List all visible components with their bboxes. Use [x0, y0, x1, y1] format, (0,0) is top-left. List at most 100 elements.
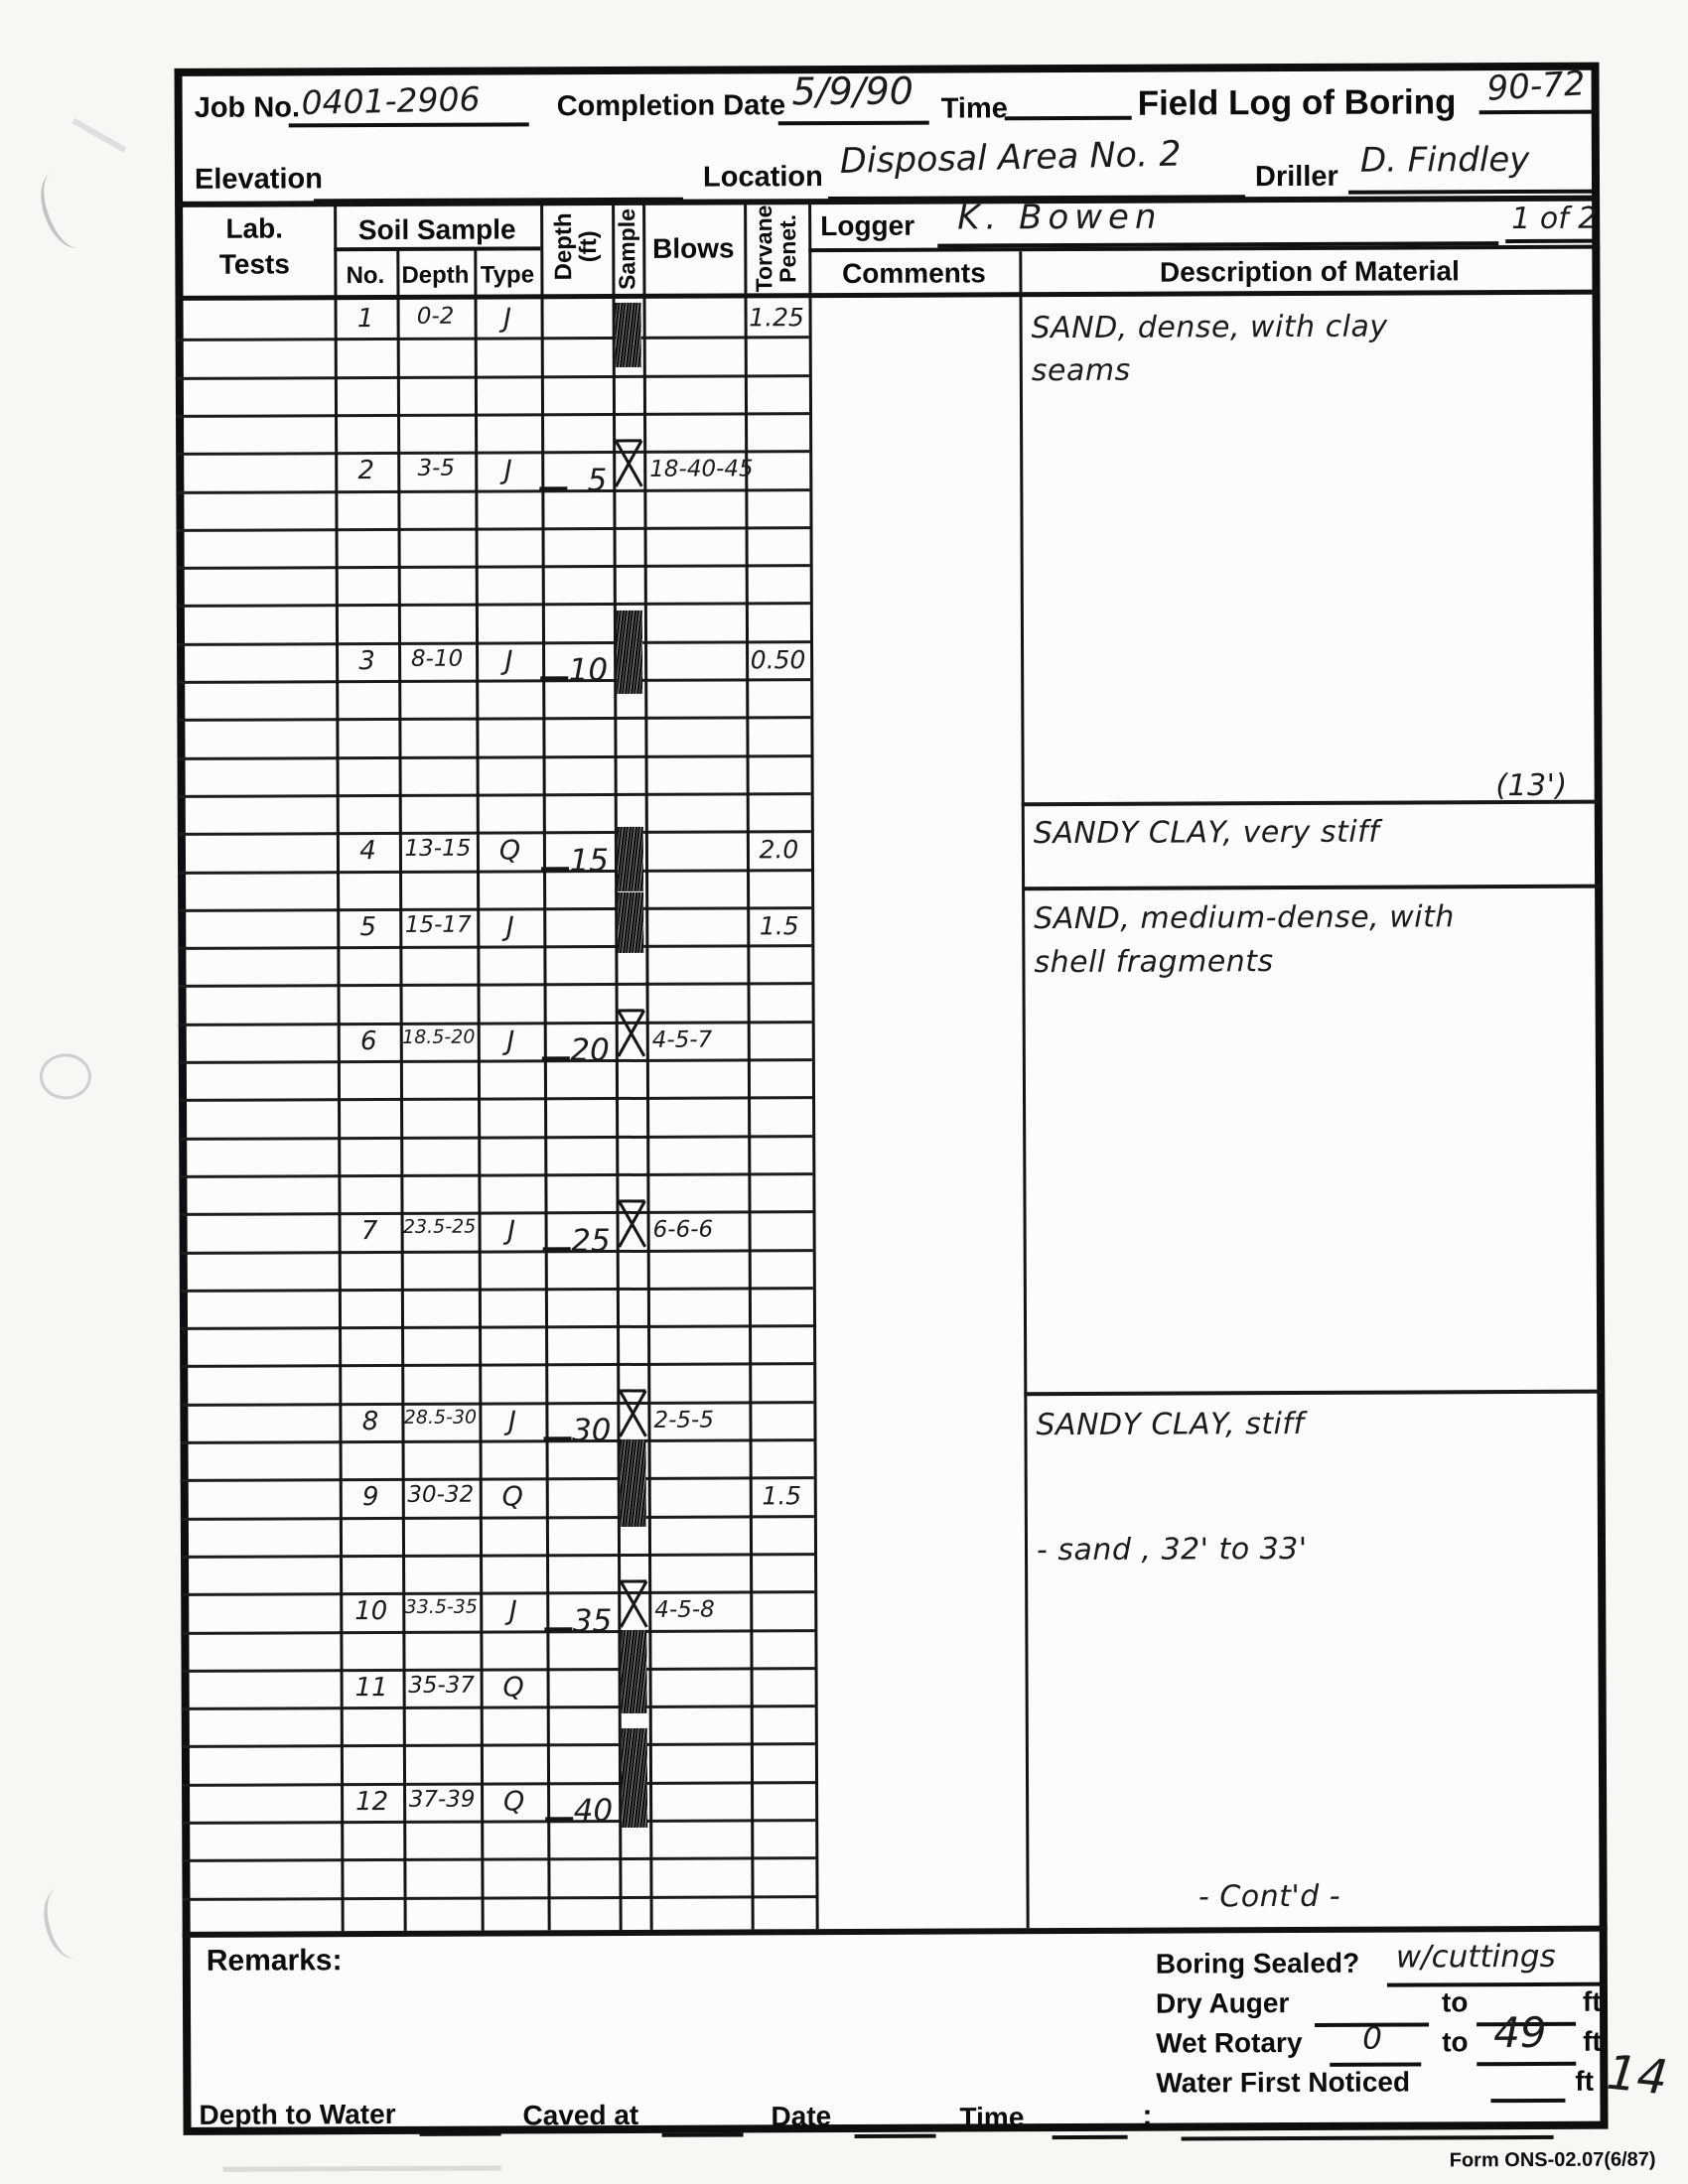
form-title: Field Log of Boring — [1137, 82, 1457, 123]
wet-rotary-ft-label: ft — [1583, 2025, 1602, 2057]
sample-type-cell: J — [505, 911, 514, 943]
driller-value: D. Findley — [1359, 139, 1530, 181]
sample-type-cell: J — [507, 1215, 516, 1247]
depth-ft-label: 35 — [572, 1602, 613, 1639]
time-underline — [1004, 115, 1132, 121]
completion-date-label: Completion Date — [556, 89, 786, 123]
sample-type-cell: J — [506, 1025, 515, 1057]
semicolon-mark: ; — [1142, 2099, 1153, 2132]
caved-at-label: Caved at — [522, 2099, 639, 2131]
sample-marker-hatch — [621, 1727, 648, 1828]
sample-type-cell: J — [504, 645, 513, 677]
wet-rotary-to-underline — [1477, 2061, 1577, 2067]
boring-number-value: 90-72 — [1485, 64, 1587, 109]
sample-depth-cell: 28.5-30 — [403, 1406, 478, 1429]
location-label: Location — [702, 161, 823, 194]
page-of-value: 1 of 2 — [1511, 201, 1598, 237]
sample-depth-cell: 33.5-35 — [404, 1595, 478, 1619]
torvane-value: 1.5 — [762, 1481, 802, 1511]
page-number: 14 — [1604, 2044, 1671, 2107]
depth-ft-label: 25 — [571, 1222, 611, 1259]
sample-depth-cell: 15-17 — [404, 911, 472, 938]
sample-type-cell: J — [508, 1595, 517, 1627]
sample-depth-cell: 0-2 — [416, 303, 455, 330]
torvane-value: 0.50 — [750, 644, 806, 675]
col-torvane: Torvane Penet. — [750, 205, 801, 293]
torvane-value: 1.5 — [759, 910, 799, 941]
sample-type-cell: J — [503, 455, 512, 486]
wet-rotary-to-value: 49 — [1493, 2007, 1547, 2058]
sample-depth-cell: 23.5-25 — [402, 1215, 477, 1239]
sample-marker-bowtie — [618, 1388, 647, 1439]
blows-value: 2-5-5 — [653, 1407, 714, 1433]
sample-no-cell: 4 — [359, 836, 376, 867]
scan-artifact — [39, 1053, 92, 1100]
sample-no-cell: 8 — [361, 1406, 379, 1436]
sample-depth-cell: 37-39 — [408, 1786, 476, 1813]
sample-type-cell: Q — [498, 835, 521, 867]
col-lab-tests-line2: Tests — [218, 248, 290, 280]
water-first-underline — [1490, 2098, 1566, 2104]
depth-to-water-label: Depth to Water — [199, 2098, 396, 2130]
depth-ft-label: 20 — [570, 1032, 610, 1069]
sample-no-cell: 3 — [358, 645, 375, 676]
col-description: Description of Material — [1159, 255, 1460, 288]
dry-auger-ft-label: ft — [1582, 1985, 1602, 2017]
sample-no-cell: 1 — [356, 304, 374, 335]
sample-no-cell: 11 — [354, 1672, 388, 1703]
dry-auger-to-label: to — [1441, 1986, 1469, 2018]
sample-depth-cell: 18.5-20 — [402, 1025, 476, 1048]
sample-marker-hatch — [620, 1438, 646, 1528]
stratum-description: - Cont'd - — [1197, 1879, 1341, 1915]
blows-value: 18-40-45 — [649, 456, 754, 483]
sample-marker-hatch — [618, 891, 644, 953]
caved-at-underline — [661, 2132, 744, 2137]
torvane-value: 1.25 — [749, 303, 804, 333]
scan-artifact — [31, 165, 100, 255]
job-no-label: Job No. — [194, 91, 301, 124]
boring-number-underline — [1478, 109, 1597, 115]
page-of-underline — [1505, 238, 1598, 244]
sample-depth-cell: 30-32 — [407, 1481, 475, 1509]
sample-type-cell: Q — [501, 1481, 523, 1513]
sample-marker-bowtie — [614, 437, 643, 488]
stratum-description: - sand , 32' to 33' — [1036, 1531, 1308, 1569]
sample-marker-bowtie — [619, 1577, 648, 1629]
depth-ft-label: 10 — [568, 652, 609, 689]
bottom-long-underline — [1181, 2134, 1554, 2141]
scan-artifact — [222, 2165, 501, 2172]
stratum-description: SAND, medium-dense, with shell fragments — [1034, 899, 1455, 980]
col-depth: Depth — [401, 261, 470, 289]
blows-value: 4-5-7 — [651, 1026, 713, 1053]
sample-no-cell: 6 — [359, 1025, 377, 1056]
boring-sealed-label: Boring Sealed? — [1155, 1947, 1360, 1979]
elevation-label: Elevation — [194, 163, 323, 196]
depth-ft-label: 30 — [571, 1413, 612, 1449]
sample-marker-hatch — [616, 610, 643, 695]
sample-no-cell: 7 — [360, 1216, 378, 1247]
dry-auger-label: Dry Auger — [1155, 1987, 1290, 2019]
sample-no-cell: 2 — [357, 456, 375, 486]
col-soil-sample: Soil Sample — [357, 213, 516, 246]
torvane-value: 2.0 — [759, 835, 799, 865]
sample-marker-bowtie — [617, 1197, 646, 1249]
time-bottom-label: Time — [959, 2102, 1025, 2133]
sample-no-cell: 9 — [361, 1482, 379, 1513]
sample-no-cell: 12 — [355, 1786, 389, 1817]
col-depth-ft: Depth (ft) — [549, 212, 603, 281]
job-no-value: 0401-2906 — [301, 79, 481, 122]
blows-value: 4-5-8 — [654, 1596, 715, 1624]
sample-type-cell: J — [503, 303, 512, 335]
col-comments: Comments — [841, 257, 986, 290]
logger-label: Logger — [820, 209, 915, 242]
depth-ft-label: 40 — [573, 1793, 614, 1830]
time-bottom-underline — [1052, 2134, 1128, 2140]
sample-marker-hatch — [617, 827, 644, 892]
sample-depth-cell: 13-15 — [404, 835, 472, 863]
col-sample: Sample — [614, 208, 640, 290]
sample-marker-hatch — [615, 302, 641, 367]
depth-to-water-underline — [419, 2131, 501, 2136]
completion-date-underline — [777, 120, 929, 126]
